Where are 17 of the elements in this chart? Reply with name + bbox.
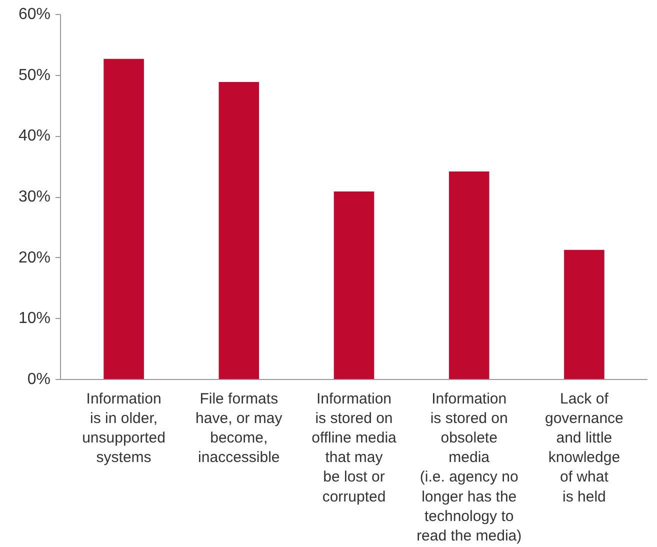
y-tick-label: 50% — [18, 66, 51, 84]
bar — [334, 192, 374, 380]
y-tick-label: 30% — [18, 188, 51, 206]
y-tick-label: 0% — [27, 371, 50, 388]
x-tick-label: Lack of governance and little knowledge of what is held — [545, 390, 624, 506]
x-tick-label: File formats have, or may become, inaccessible — [196, 390, 283, 466]
y-tick-label: 10% — [18, 310, 51, 328]
x-tick-label: Information is stored on obsolete media (i.e. agency no longer has the technology to read the media) — [416, 390, 522, 544]
bar — [218, 82, 260, 380]
bar — [448, 171, 490, 380]
bar — [104, 58, 144, 380]
x-tick-label: Information is stored on offline media that may be lost or corrupted — [312, 390, 398, 506]
x-tick-label: Information is in older, unsupported systems — [82, 390, 166, 466]
bar — [564, 250, 604, 380]
y-tick-label: 40% — [18, 128, 51, 145]
y-tick-label: 20% — [18, 249, 51, 266]
y-tick-label: 60% — [18, 6, 51, 23]
